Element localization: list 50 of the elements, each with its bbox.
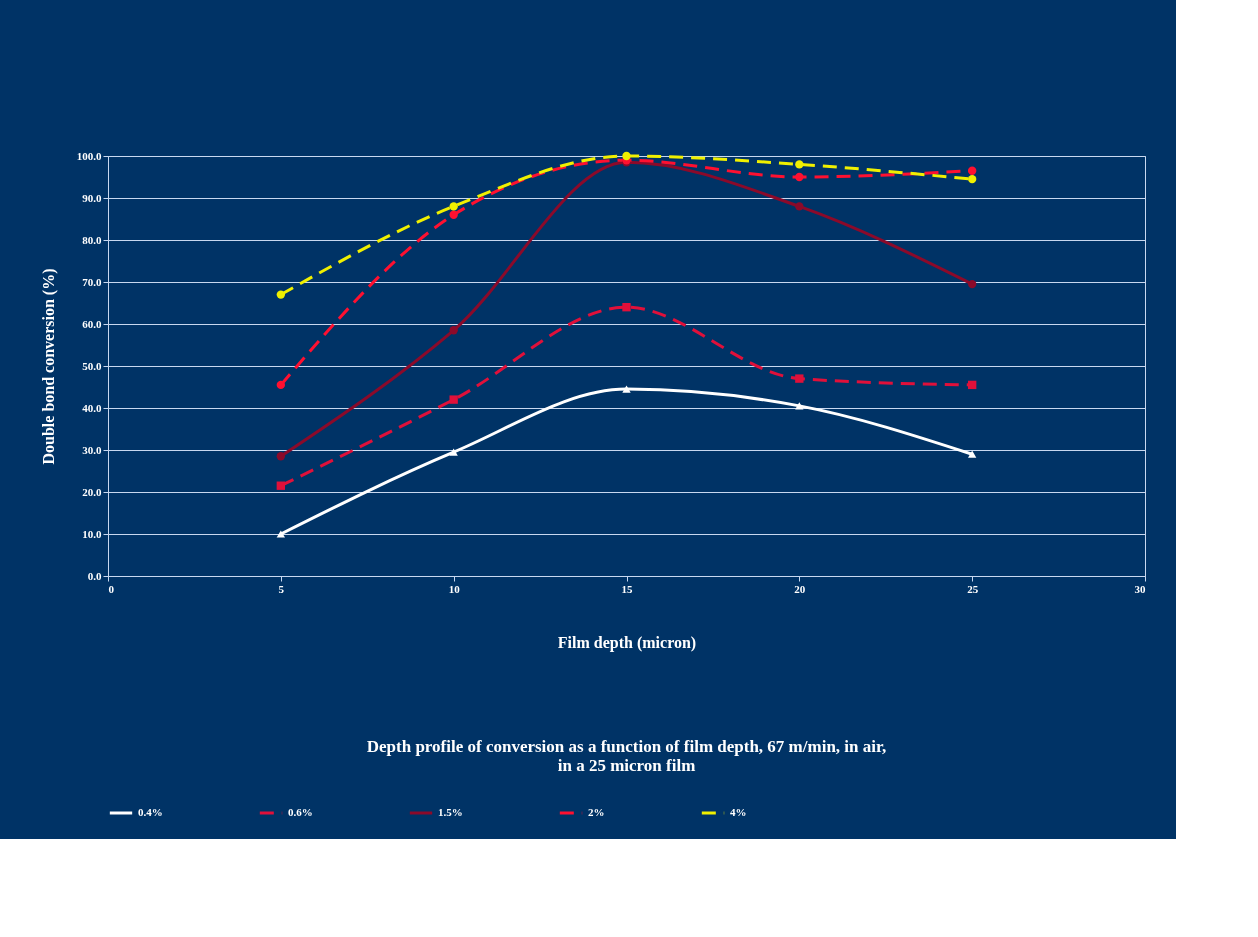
text: in a 25 micron film [557,756,696,775]
point [449,448,458,456]
point [449,395,458,404]
y-tick-label: 80.0 [82,233,102,246]
point [622,303,631,312]
point [449,210,458,219]
x-tick-label: 20 [794,582,806,595]
point [622,385,631,393]
legend-label: 2% [588,806,605,818]
point [967,166,977,175]
y-tick-label: 30.0 [82,443,102,456]
point [276,290,286,299]
x-tick-label: 10 [448,582,461,595]
point [622,151,631,161]
point [967,279,977,289]
y-tick-label: 40.0 [82,401,102,414]
y-tick-label: 50.0 [82,359,102,372]
text: Depth profile of conversion as a function of film depth, 67 m/min, in air, [366,737,887,756]
y-tick-label: 0.0 [87,569,102,582]
point [967,174,977,184]
x-tick-label: 0 [108,582,115,595]
legend-label: 4% [730,806,747,818]
y-tick-label: 60.0 [82,317,102,330]
y-tick-label: 90.0 [82,191,102,204]
x-axis-title: Film depth (micron) [557,633,697,652]
point [449,202,458,211]
y-tick-label: 70.0 [82,275,102,288]
point [276,380,286,390]
x-tick-label: 5 [278,582,285,595]
point [795,160,804,169]
point [276,452,286,461]
point [795,402,804,410]
point [449,326,458,335]
legend-label: 1.5% [438,806,463,818]
y-tick-label: 20.0 [82,485,102,498]
point [795,202,804,211]
y-tick-label: 100.0 [76,149,102,162]
point [967,380,977,390]
point [967,450,977,458]
point [276,481,286,490]
point [795,374,804,383]
x-tick-label: 25 [967,582,979,595]
point [795,172,804,182]
x-tick-label: 15 [621,582,633,595]
x-tick-label: 30 [1134,582,1146,595]
legend-label: 0.6% [288,806,313,818]
legend-label: 0.4% [138,806,163,818]
y-tick-label: 10.0 [82,527,102,540]
point [276,530,286,538]
y-axis-title: Double bond conversion (%) [39,268,58,465]
